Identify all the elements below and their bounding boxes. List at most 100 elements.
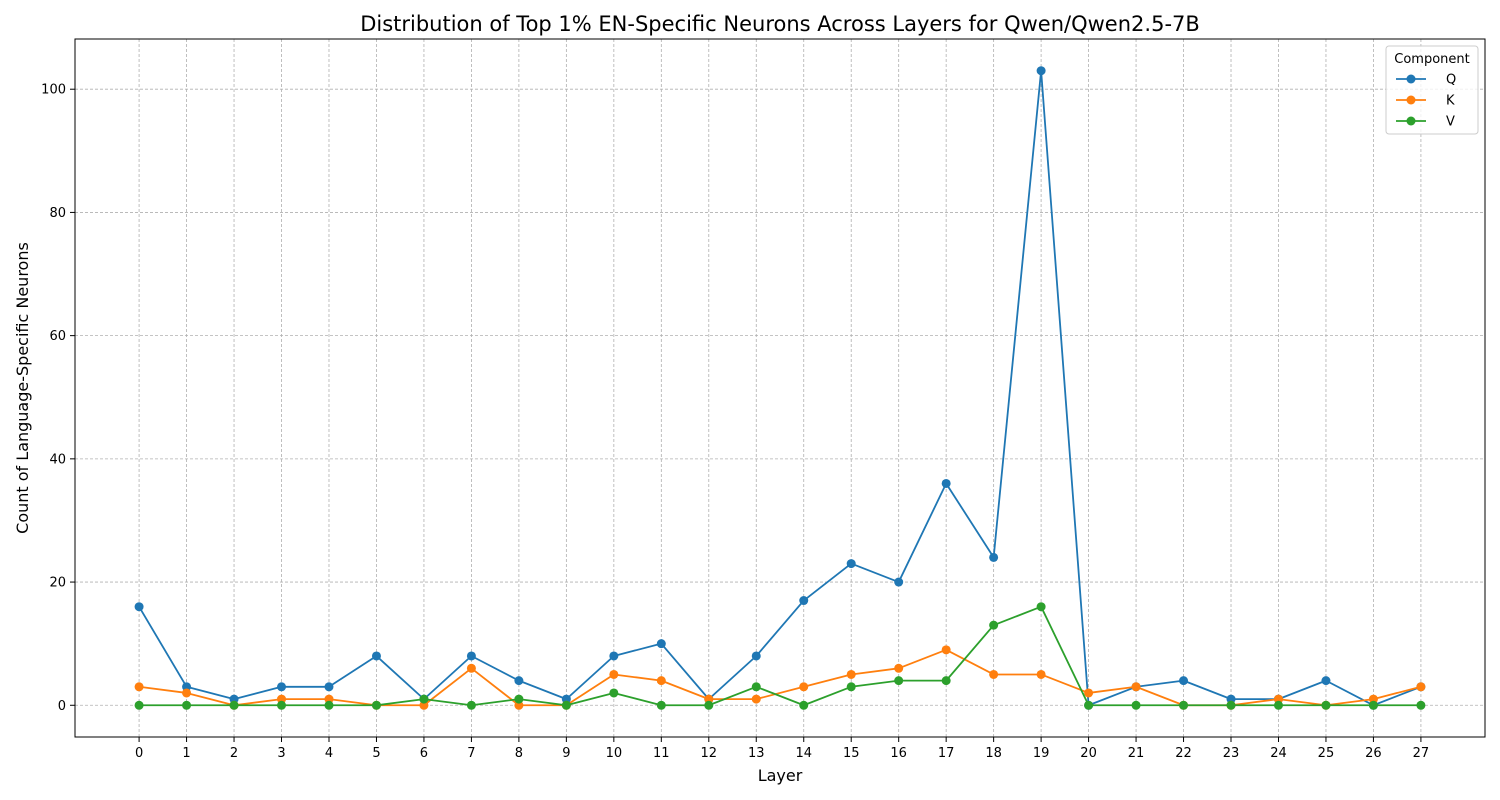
x-tick-label: 16: [890, 746, 907, 761]
x-tick-label: 27: [1413, 746, 1430, 761]
data-point-k: [941, 645, 951, 655]
series-line-v: [139, 605, 1421, 707]
legend-label: K: [1446, 94, 1455, 109]
x-tick-label: 8: [515, 746, 523, 761]
x-tick-label: 15: [843, 746, 860, 761]
data-point-q: [1321, 676, 1331, 686]
data-point-q: [751, 651, 761, 661]
data-point-k: [419, 700, 429, 710]
x-tick-label: 7: [467, 746, 475, 761]
data-point-k: [182, 688, 192, 698]
data-point-k: [1084, 688, 1094, 698]
y-tick-label: 40: [49, 452, 66, 467]
data-point-v: [1321, 700, 1331, 710]
data-point-v: [182, 700, 192, 710]
data-point-k: [751, 694, 761, 704]
data-point-k: [656, 676, 666, 686]
data-point-v: [941, 676, 951, 686]
x-tick-label: 17: [938, 746, 955, 761]
data-point-v: [1084, 700, 1094, 710]
legend-entry-k: K: [1396, 94, 1455, 109]
data-point-k: [277, 694, 287, 704]
data-point-v: [1226, 700, 1236, 710]
x-tick-label: 3: [277, 746, 285, 761]
x-tick-label: 23: [1223, 746, 1240, 761]
data-point-v: [1131, 700, 1141, 710]
data-point-k: [704, 694, 714, 704]
x-axis-label: Layer: [758, 766, 803, 785]
data-point-q: [324, 682, 334, 692]
x-tick-label: 20: [1080, 746, 1097, 761]
data-point-v: [514, 694, 524, 704]
legend-label: V: [1446, 115, 1455, 130]
data-point-q: [894, 577, 904, 587]
data-point-v: [846, 682, 856, 692]
data-point-k: [1036, 669, 1046, 679]
series-v: [134, 602, 1426, 710]
data-point-v: [1036, 602, 1046, 612]
axis-ticks: 0 1 2 3 4 5 6 7 8 9 10 11 12 13 14 15 16 17 18 19 20 21 22 23 24…: [41, 83, 1429, 761]
data-point-v: [1416, 700, 1426, 710]
x-tick-label: 14: [795, 746, 812, 761]
x-tick-label: 24: [1270, 746, 1287, 761]
x-tick-label: 11: [653, 746, 670, 761]
data-point-v: [894, 676, 904, 686]
data-point-v: [134, 700, 144, 710]
data-point-v: [324, 700, 334, 710]
legend-swatch-marker: [1406, 116, 1416, 126]
data-point-k: [514, 700, 524, 710]
data-point-q: [229, 694, 239, 704]
x-tick-label: 12: [701, 746, 718, 761]
x-tick-label: 22: [1175, 746, 1192, 761]
legend-entry-v: V: [1396, 115, 1455, 130]
data-point-q: [277, 682, 287, 692]
data-point-k: [799, 682, 809, 692]
data-point-v: [656, 700, 666, 710]
data-point-q: [134, 602, 144, 612]
series-line-q: [138, 69, 1422, 707]
data-point-q: [989, 552, 999, 562]
legend: Component QKV: [1385, 45, 1479, 135]
x-tick-label: 10: [606, 746, 623, 761]
x-tick-label: 18: [985, 746, 1002, 761]
data-point-v: [229, 700, 239, 710]
legend-swatch-marker: [1406, 95, 1416, 105]
data-point-v: [466, 700, 476, 710]
x-tick-label: 0: [135, 746, 143, 761]
legend-label: Q: [1446, 73, 1456, 88]
data-point-v: [751, 682, 761, 692]
x-tick-label: 9: [562, 746, 570, 761]
x-tick-label: 25: [1318, 746, 1335, 761]
y-tick-label: 80: [49, 206, 66, 221]
legend-title: Component: [1394, 52, 1469, 67]
data-point-q: [609, 651, 619, 661]
plot-frame: [74, 38, 1486, 738]
x-tick-label: 6: [420, 746, 428, 761]
data-point-v: [989, 620, 999, 630]
data-point-v: [371, 700, 381, 710]
data-point-q: [846, 559, 856, 569]
data-point-k: [846, 669, 856, 679]
x-tick-label: 19: [1033, 746, 1050, 761]
data-point-k: [894, 663, 904, 673]
data-point-v: [419, 694, 429, 704]
data-point-v: [609, 688, 619, 698]
data-point-v: [1179, 700, 1189, 710]
data-point-v: [1273, 700, 1283, 710]
data-point-k: [134, 682, 144, 692]
data-point-k: [466, 663, 476, 673]
data-point-k: [1131, 682, 1141, 692]
data-point-q: [514, 676, 524, 686]
y-tick-label: 0: [58, 699, 66, 714]
data-point-q: [561, 694, 571, 704]
x-tick-label: 5: [372, 746, 380, 761]
x-tick-label: 4: [325, 746, 333, 761]
data-point-k: [1273, 694, 1283, 704]
data-point-v: [561, 700, 571, 710]
data-point-q: [941, 478, 951, 488]
data-point-v: [704, 700, 714, 710]
data-point-k: [989, 669, 999, 679]
